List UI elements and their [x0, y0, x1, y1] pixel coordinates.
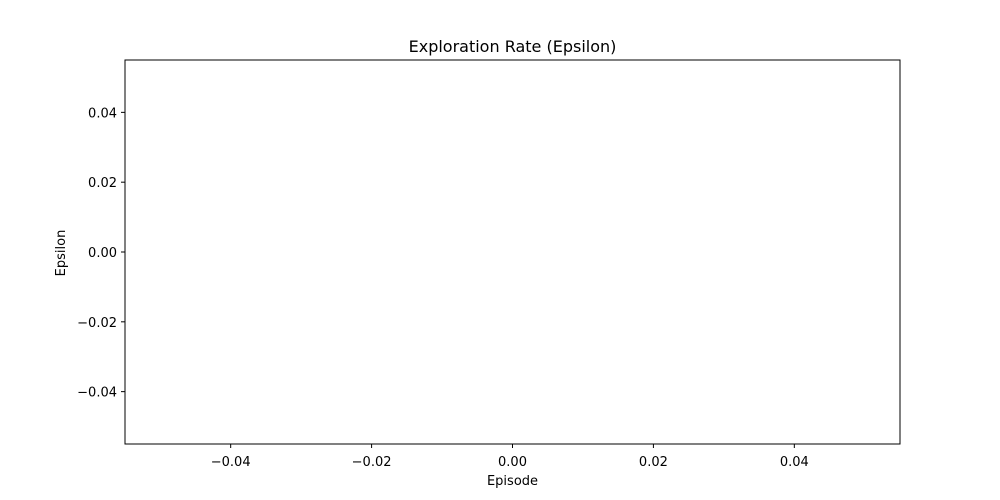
- x-axis-label: Episode: [487, 474, 538, 489]
- x-tick-label: −0.04: [211, 455, 251, 470]
- y-tick-label: 0.04: [88, 106, 117, 121]
- x-tick-label: 0.04: [780, 455, 809, 470]
- y-tick-label: 0.00: [88, 246, 117, 261]
- x-axis-ticks: −0.04 −0.02 0.00 0.02 0.04: [211, 444, 809, 470]
- y-tick-label: −0.04: [77, 386, 117, 401]
- y-axis-ticks: 0.04 0.02 0.00 −0.02 −0.04: [77, 106, 125, 401]
- x-tick-label: 0.02: [639, 455, 668, 470]
- y-tick-label: −0.02: [77, 316, 117, 331]
- chart-title: Exploration Rate (Epsilon): [409, 37, 617, 56]
- x-tick-label: 0.00: [498, 455, 527, 470]
- y-axis-label: Epsilon: [54, 230, 69, 277]
- x-tick-label: −0.02: [352, 455, 392, 470]
- plot-area: [124, 59, 901, 445]
- y-tick-label: 0.02: [88, 176, 117, 191]
